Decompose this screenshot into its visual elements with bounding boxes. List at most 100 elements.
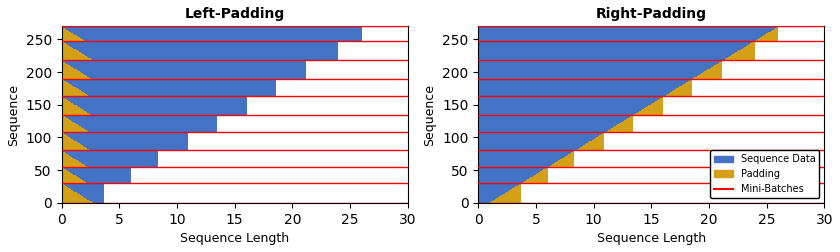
Bar <box>478 106 648 107</box>
Bar <box>478 150 575 151</box>
Bar <box>72 67 306 68</box>
Bar <box>61 57 88 58</box>
Bar <box>617 125 633 126</box>
Bar <box>601 134 605 135</box>
Bar <box>72 85 276 86</box>
Bar <box>61 73 83 74</box>
Bar <box>64 184 104 185</box>
Bar <box>84 164 158 165</box>
Bar <box>742 48 754 49</box>
Bar <box>61 171 69 172</box>
Bar <box>591 140 605 141</box>
Bar <box>478 173 537 174</box>
Bar <box>64 61 306 62</box>
Bar <box>478 180 525 181</box>
Bar <box>61 151 63 152</box>
Bar <box>478 156 564 157</box>
Bar <box>61 58 91 59</box>
Legend: Sequence Data, Padding, Mini-Batches: Sequence Data, Padding, Mini-Batches <box>710 150 820 198</box>
Bar <box>524 181 548 182</box>
Bar <box>712 66 722 67</box>
Bar <box>61 28 65 29</box>
Bar <box>61 32 71 33</box>
Bar <box>518 184 521 185</box>
Bar <box>673 90 692 91</box>
Bar <box>681 85 692 86</box>
Bar <box>478 160 559 161</box>
Bar <box>61 187 68 188</box>
Bar <box>478 140 591 141</box>
Bar <box>560 159 575 160</box>
Bar <box>478 116 630 117</box>
Bar <box>559 160 575 161</box>
Bar <box>644 108 664 109</box>
Bar <box>583 145 605 146</box>
Bar <box>61 114 217 115</box>
Bar <box>478 184 518 185</box>
Bar <box>61 104 75 105</box>
Bar <box>478 49 741 50</box>
Bar <box>90 113 247 114</box>
Bar <box>61 99 66 100</box>
Bar <box>478 199 495 200</box>
Bar <box>61 184 64 185</box>
Bar <box>478 99 659 100</box>
Bar <box>61 157 72 158</box>
Bar <box>478 78 694 79</box>
Bar <box>61 141 76 142</box>
Bar <box>79 51 338 52</box>
Bar <box>622 121 633 122</box>
Bar <box>75 86 276 87</box>
Bar <box>76 141 188 142</box>
Bar <box>61 89 79 90</box>
Bar <box>82 91 276 92</box>
Bar <box>61 195 81 196</box>
Bar <box>726 58 754 59</box>
Y-axis label: Sequence: Sequence <box>423 83 437 145</box>
Bar <box>599 135 605 136</box>
Bar <box>61 87 76 88</box>
Bar <box>61 136 68 137</box>
Bar <box>735 52 754 53</box>
Bar <box>82 179 131 180</box>
Bar <box>61 113 90 114</box>
Bar <box>87 147 188 148</box>
Bar <box>478 189 511 190</box>
X-axis label: Sequence Length: Sequence Length <box>180 232 289 245</box>
Bar <box>478 149 576 150</box>
Bar <box>478 59 725 60</box>
Bar <box>68 82 276 83</box>
Bar <box>624 120 633 121</box>
Bar <box>90 149 188 150</box>
Bar <box>61 115 63 116</box>
Bar <box>61 196 83 197</box>
Bar <box>478 45 747 46</box>
Bar <box>478 145 583 146</box>
Bar <box>61 101 69 102</box>
Bar <box>749 44 754 45</box>
Bar <box>747 45 754 46</box>
Bar <box>61 156 71 157</box>
Bar <box>746 46 754 47</box>
Bar <box>61 197 84 198</box>
Bar <box>61 164 84 165</box>
Bar <box>82 127 217 128</box>
Bar <box>75 68 306 69</box>
Bar <box>478 132 605 133</box>
Bar <box>61 189 71 190</box>
Bar <box>478 144 585 145</box>
Bar <box>61 133 63 134</box>
Bar <box>64 27 362 28</box>
Bar <box>764 35 778 36</box>
Bar <box>574 151 575 152</box>
Bar <box>478 122 621 123</box>
Y-axis label: Sequence: Sequence <box>7 83 20 145</box>
Bar <box>478 55 731 56</box>
Bar <box>61 152 65 153</box>
Bar <box>691 79 692 80</box>
Bar <box>69 119 217 120</box>
Bar <box>69 83 276 84</box>
Bar <box>756 40 778 41</box>
Bar <box>75 104 247 105</box>
Bar <box>478 71 704 72</box>
